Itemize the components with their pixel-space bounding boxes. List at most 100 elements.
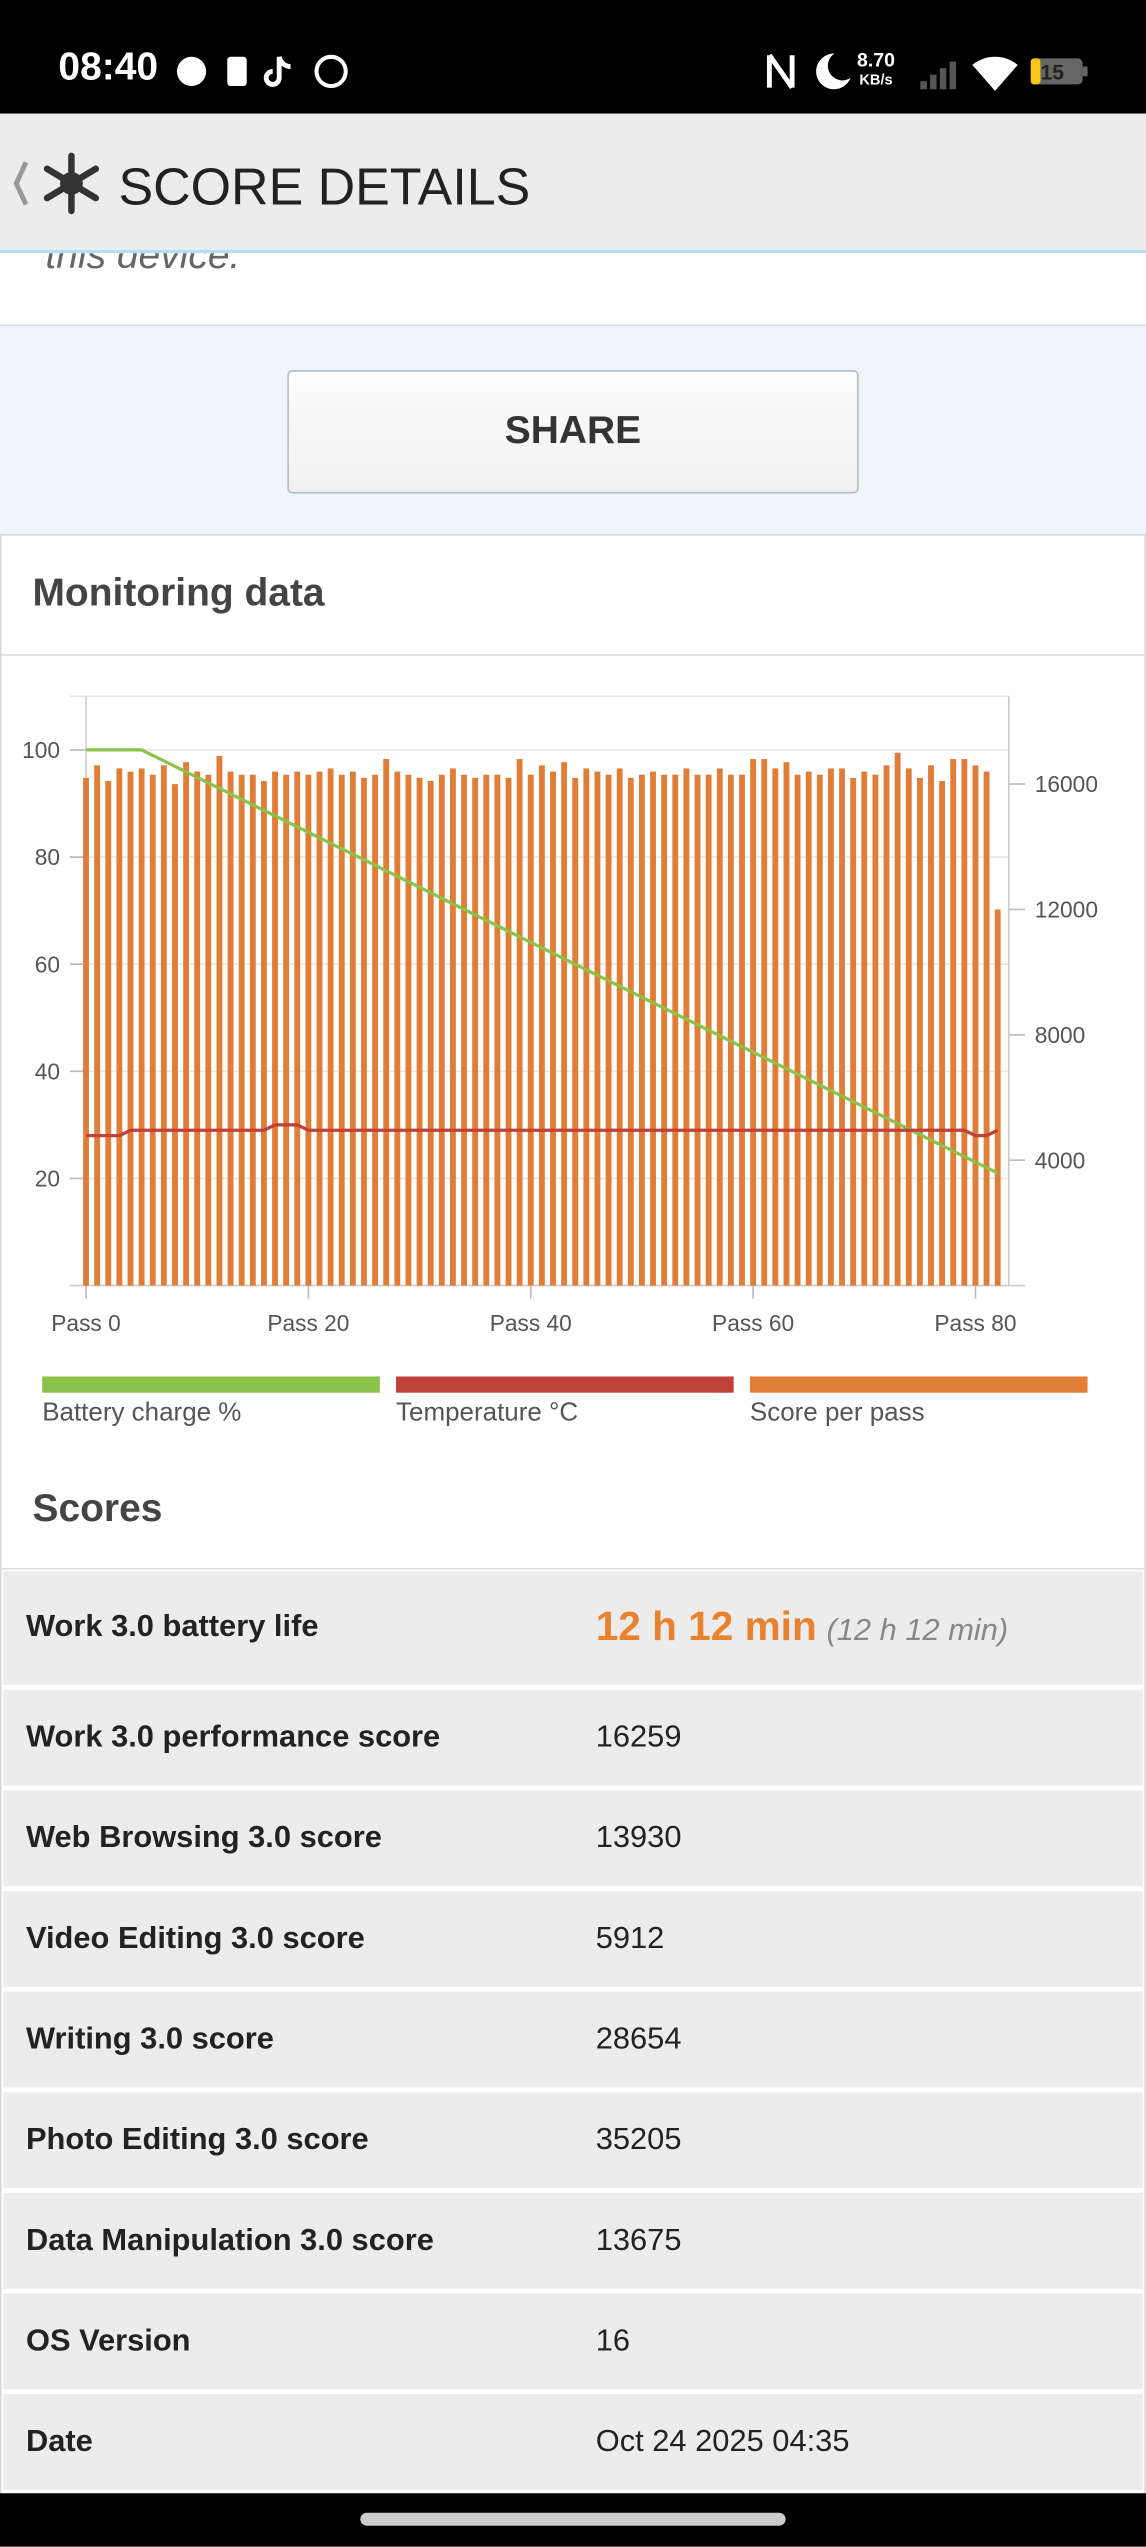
bar: [238, 774, 245, 1286]
score-label: Date: [25, 2424, 93, 2459]
bar: [305, 774, 312, 1286]
bar: [916, 777, 923, 1286]
net-speed: 8.70 KB/s: [857, 50, 895, 89]
y-tick-label: 40: [35, 1058, 60, 1084]
bar: [939, 780, 946, 1286]
legend-label: Battery charge %: [42, 1396, 241, 1426]
score-value: 13930: [595, 1820, 682, 1855]
app-icons: [176, 54, 348, 89]
score-row: Work 3.0 performance score 16259: [3, 1689, 1143, 1786]
bar: [616, 768, 623, 1286]
score-label: Video Editing 3.0 score: [25, 1921, 365, 1956]
bar: [961, 759, 968, 1286]
legend-swatch: [396, 1376, 734, 1393]
signal-icons: [920, 56, 1088, 91]
y-tick-label: 80: [35, 844, 60, 870]
y2-tick-label: 4000: [1035, 1147, 1086, 1173]
bar: [260, 780, 267, 1286]
bar: [294, 771, 301, 1286]
bar: [372, 774, 379, 1286]
bar: [94, 765, 101, 1286]
line-series: [86, 748, 999, 1175]
bar: [505, 777, 512, 1286]
nav-bar: [0, 2493, 1146, 2547]
bar: [249, 774, 256, 1286]
bar: [316, 771, 323, 1286]
divider: [1, 1568, 1145, 1570]
bar: [138, 768, 145, 1286]
page-title: SCORE DETAILS: [118, 157, 531, 216]
bar: [839, 768, 845, 1286]
score-value: 5912: [595, 1921, 665, 1956]
bar: [349, 771, 356, 1286]
intro-card: this device.: [0, 253, 1146, 327]
bar: [105, 780, 112, 1286]
bar: [449, 768, 456, 1286]
legend-label: Temperature °C: [396, 1396, 578, 1426]
bar: [361, 777, 367, 1286]
y2-tick-label: 12000: [1035, 897, 1098, 923]
bar: [527, 774, 534, 1286]
x-tick-label: Pass 60: [712, 1310, 794, 1336]
score-row: Photo Editing 3.0 score 35205: [3, 2092, 1143, 2189]
bar: [216, 755, 223, 1286]
bar: [383, 759, 390, 1286]
x-tick-label: Pass 80: [934, 1310, 1016, 1336]
score-value: 16259: [595, 1719, 682, 1754]
score-row: Date Oct 24 2025 04:35: [3, 2394, 1143, 2490]
bar: [461, 774, 467, 1286]
divider: [1, 654, 1145, 656]
bar: [750, 759, 757, 1286]
bar: [805, 771, 812, 1286]
bar: [227, 771, 234, 1286]
bar: [561, 762, 568, 1286]
bar: [483, 774, 490, 1286]
legend-swatch: [42, 1376, 380, 1393]
bar: [694, 774, 701, 1286]
score-value: 35205: [595, 2122, 682, 2157]
y-tick-label: 60: [35, 951, 60, 977]
bar: [828, 768, 834, 1286]
bar: [472, 777, 479, 1286]
bar: [683, 768, 690, 1286]
bar: [149, 774, 156, 1286]
bar: [650, 771, 656, 1286]
bar: [661, 774, 668, 1286]
bar: [405, 774, 412, 1286]
back-logo[interactable]: [6, 149, 107, 217]
section-title: Monitoring data: [32, 571, 325, 616]
score-row: Web Browsing 3.0 score 13930: [3, 1790, 1143, 1887]
bar: [438, 774, 445, 1286]
line-series: [86, 1123, 999, 1138]
clock: 08:40: [58, 45, 159, 90]
score-label: Work 3.0 performance score: [25, 1719, 441, 1754]
bar: [516, 759, 523, 1286]
y2-tick-label: 16000: [1035, 771, 1098, 797]
bar: [427, 780, 434, 1286]
x-tick-label: Pass 40: [490, 1310, 572, 1336]
score-row: Data Manipulation 3.0 score 13675: [3, 2192, 1143, 2289]
score-row: Video Editing 3.0 score 5912: [3, 1891, 1143, 1987]
score-label: OS Version: [25, 2323, 191, 2358]
bar: [183, 762, 190, 1286]
score-label: Web Browsing 3.0 score: [25, 1820, 382, 1855]
section-title: Scores: [32, 1486, 163, 1531]
bar: [627, 777, 634, 1286]
legend-swatch: [749, 1376, 1088, 1393]
bar: [983, 771, 990, 1286]
bar: [550, 771, 556, 1286]
bar: [783, 762, 790, 1286]
battery-life-secondary: (12 h 12 min): [826, 1614, 1009, 1649]
legend-label: Score per pass: [750, 1396, 925, 1426]
share-button[interactable]: SHARE: [287, 370, 859, 494]
bar: [727, 774, 734, 1286]
monitoring-chart: 20 40 60 80 100 4000 8000 12000 16000 Pass 0 Pass …: [22, 695, 1098, 1426]
x-tick-label: Pass 0: [51, 1310, 120, 1336]
bar: [494, 774, 501, 1286]
score-label: Data Manipulation 3.0 score: [25, 2222, 434, 2258]
battery-life: 12 h 12 min: [595, 1604, 817, 1650]
home-handle[interactable]: [360, 2512, 786, 2526]
net-speed-unit: KB/s: [859, 71, 893, 88]
